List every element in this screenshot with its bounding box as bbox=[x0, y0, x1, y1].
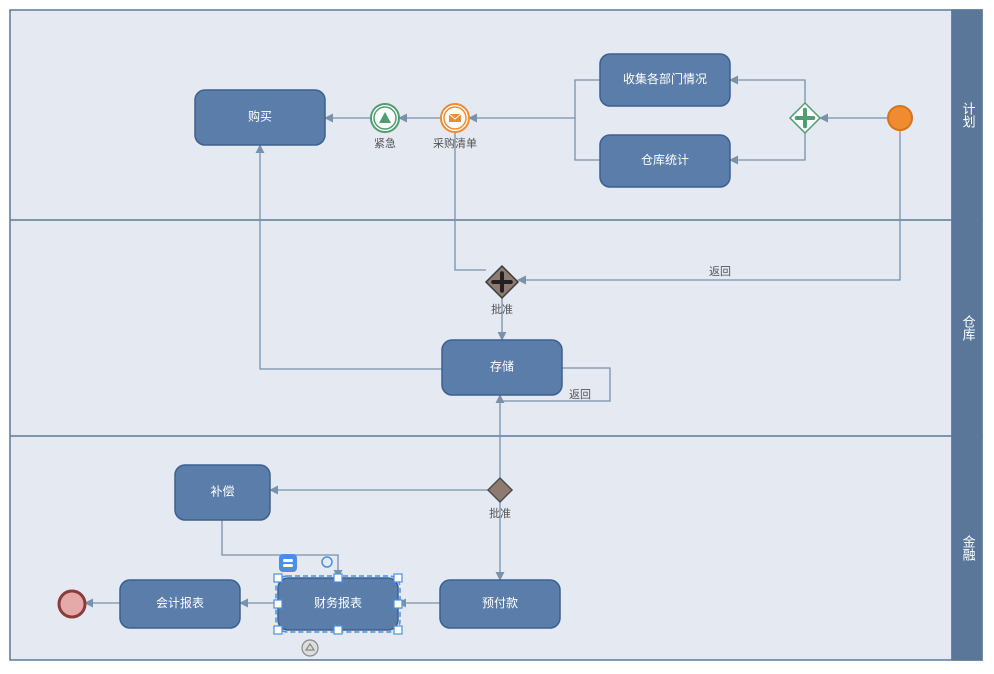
gateway-exclusive-label: 批准 bbox=[489, 506, 511, 520]
task-label: 存储 bbox=[490, 359, 514, 374]
task-label: 财务报表 bbox=[314, 595, 362, 610]
intermediate-signal-event[interactable]: 紧急 bbox=[371, 104, 399, 150]
task-label: 购买 bbox=[248, 109, 272, 124]
lane-label: 仓库 bbox=[961, 315, 976, 342]
selection-handle[interactable] bbox=[334, 574, 342, 582]
bpmn-diagram: 计划仓库金融返回返回收集各部门情况仓库统计购买存储补偿预付款财务报表会计报表采购… bbox=[0, 0, 994, 674]
selection-handle[interactable] bbox=[394, 574, 402, 582]
start-event[interactable] bbox=[888, 106, 912, 130]
lane-label: 计划 bbox=[961, 102, 976, 128]
lane-label: 金融 bbox=[961, 534, 976, 561]
selection-handle[interactable] bbox=[394, 600, 402, 608]
task-t_order[interactable]: 购买 bbox=[195, 90, 325, 145]
tool-expand-icon[interactable] bbox=[302, 640, 318, 656]
intermediate-signal-event-label: 紧急 bbox=[374, 136, 396, 150]
pool bbox=[10, 10, 982, 660]
edge-label: 返回 bbox=[709, 265, 731, 278]
tool-parallel-icon[interactable] bbox=[279, 554, 297, 572]
selection-handle[interactable] bbox=[334, 626, 342, 634]
task-t_check[interactable]: 存储 bbox=[442, 340, 562, 395]
selection-handle[interactable] bbox=[274, 574, 282, 582]
task-label: 仓库统计 bbox=[641, 152, 689, 167]
end-event[interactable] bbox=[59, 591, 85, 617]
task-t_purchase[interactable]: 收集各部门情况 bbox=[600, 54, 730, 106]
task-label: 收集各部门情况 bbox=[623, 71, 707, 86]
gateway-parallel-split-label: 批准 bbox=[491, 302, 513, 316]
task-label: 补偿 bbox=[210, 484, 234, 499]
intermediate-message-event-label: 采购清单 bbox=[433, 136, 477, 150]
task-t_acctrep[interactable]: 会计报表 bbox=[120, 580, 240, 628]
task-label: 预付款 bbox=[482, 596, 518, 610]
selection-handle[interactable] bbox=[274, 600, 282, 608]
task-t_warehouse[interactable]: 仓库统计 bbox=[600, 135, 730, 187]
selection-handle[interactable] bbox=[274, 626, 282, 634]
edge-label: 返回 bbox=[569, 388, 591, 401]
task-t_return[interactable]: 补偿 bbox=[175, 465, 270, 520]
task-label: 会计报表 bbox=[156, 595, 204, 610]
task-t_pay[interactable]: 预付款 bbox=[440, 580, 560, 628]
selection-handle[interactable] bbox=[394, 626, 402, 634]
